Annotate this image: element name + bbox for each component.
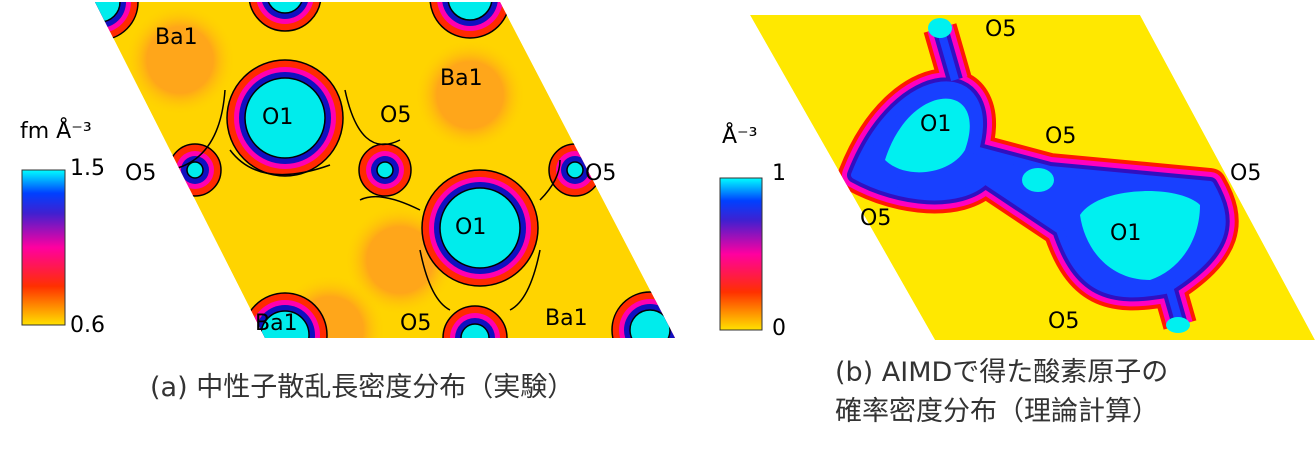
- colorbar-max-b: 1: [772, 161, 786, 186]
- atom-label: O5: [860, 206, 891, 231]
- colorbar-max-a: 1.5: [70, 156, 105, 181]
- atom-label: O5: [585, 161, 616, 186]
- atom-label: O5: [400, 311, 431, 336]
- unit-b: Å⁻³: [722, 122, 757, 149]
- atom-label: O5: [1048, 309, 1079, 334]
- density-map-a: [95, 2, 675, 338]
- atom-label: O1: [920, 112, 951, 137]
- core: [439, 187, 521, 269]
- core: [244, 77, 326, 159]
- density-core: [1166, 317, 1190, 333]
- colorbar-min-a: 0.6: [70, 313, 105, 338]
- density-core: [928, 18, 952, 38]
- caption-a: (a) 中性子散乱長密度分布（実験）: [150, 372, 574, 403]
- atom-label: O5: [1230, 161, 1261, 186]
- colorbar-min-b: 0: [772, 316, 786, 341]
- atom-label: O1: [455, 215, 486, 240]
- halo: [105, 195, 215, 305]
- atom-label: O1: [1110, 221, 1141, 246]
- atom-label: O5: [1045, 124, 1076, 149]
- core: [447, 2, 493, 21]
- core: [566, 161, 584, 179]
- core: [629, 309, 671, 338]
- caption-b-line1: (b) AIMDで得た酸素原子の: [835, 357, 1168, 388]
- atom-label: Ba1: [155, 25, 198, 50]
- halo: [125, 5, 235, 115]
- atom-label: O5: [380, 103, 411, 128]
- atom-label: O5: [125, 161, 156, 186]
- atom-label: Ba1: [545, 306, 588, 331]
- atom-label: O1: [262, 105, 293, 130]
- halo: [415, 40, 525, 150]
- contour: [169, 89, 561, 311]
- density-core: [885, 98, 1200, 280]
- core: [460, 323, 490, 338]
- caption-b-line2: 確率密度分布（理論計算）: [835, 396, 1159, 427]
- density-map-b: [750, 15, 1315, 340]
- atom-label: Ba1: [255, 311, 298, 336]
- core: [186, 161, 204, 179]
- atom-label: Ba1: [440, 66, 483, 91]
- core: [266, 2, 304, 14]
- density-core: [1022, 168, 1054, 192]
- core: [376, 161, 394, 179]
- colorbar-a: [21, 169, 66, 326]
- unit-a: fm Å⁻³: [20, 117, 92, 144]
- atom-label: O5: [985, 17, 1016, 42]
- colorbar-b: [719, 177, 763, 331]
